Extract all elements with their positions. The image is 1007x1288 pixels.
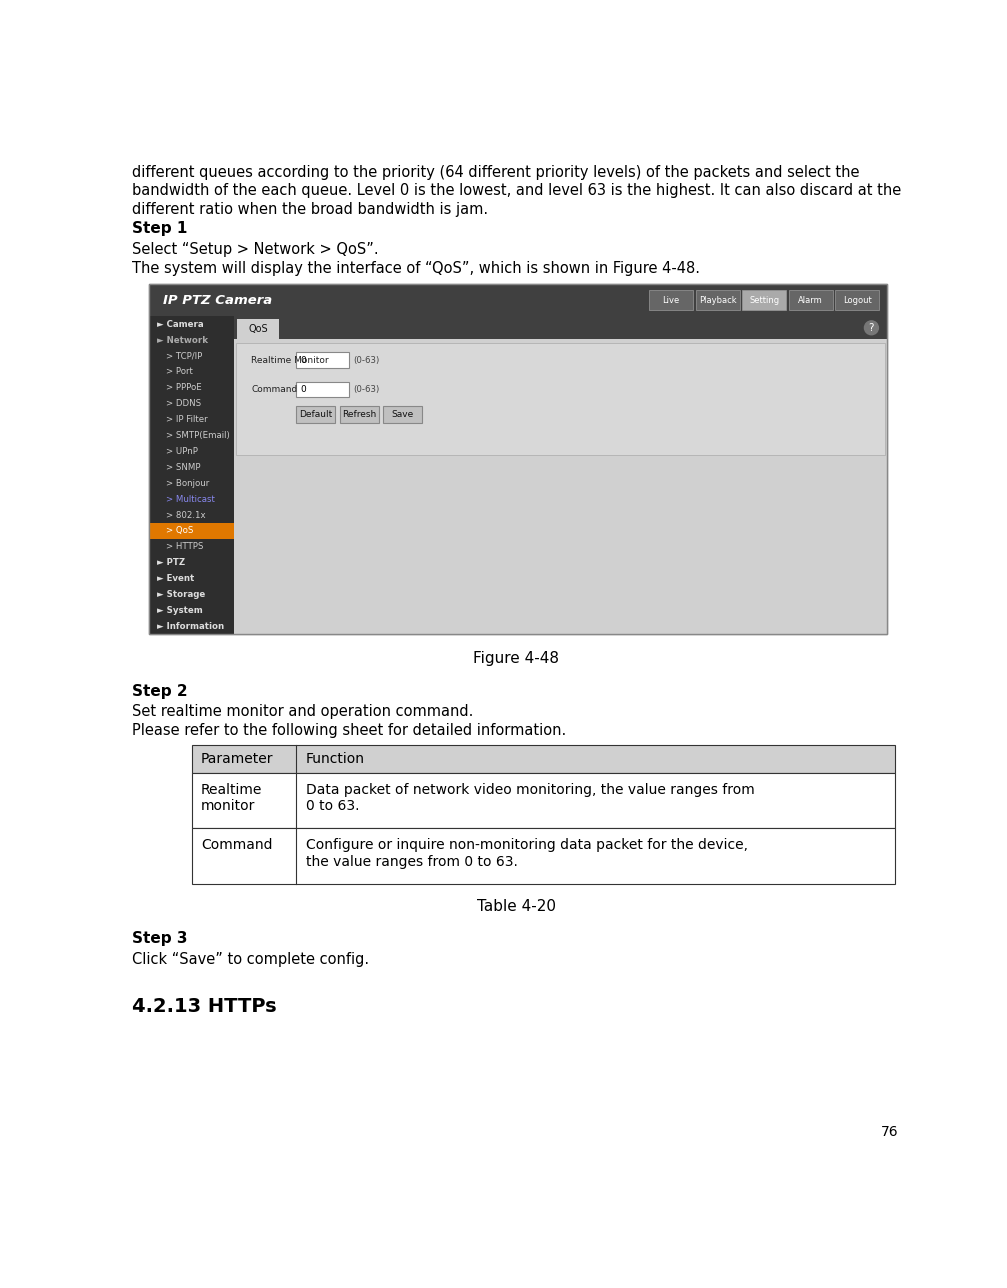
Text: 0: 0 — [300, 355, 306, 365]
Bar — [191, 828, 894, 884]
Text: ► Storage: ► Storage — [157, 590, 205, 599]
Text: Command: Command — [252, 385, 298, 394]
Text: 4.2.13 HTTPs: 4.2.13 HTTPs — [132, 997, 277, 1016]
Text: ► Camera: ► Camera — [157, 319, 203, 328]
Bar — [235, 317, 887, 339]
Bar — [835, 290, 879, 310]
Bar — [296, 381, 349, 397]
Text: Refresh: Refresh — [342, 411, 377, 420]
Bar — [384, 406, 422, 424]
Text: ► Information: ► Information — [157, 622, 224, 631]
Bar — [149, 317, 235, 634]
Text: > QoS: > QoS — [166, 527, 193, 536]
Bar — [191, 744, 894, 773]
Bar — [235, 317, 887, 634]
Text: > PPPoE: > PPPoE — [166, 384, 202, 393]
Bar — [296, 406, 335, 424]
Text: ► PTZ: ► PTZ — [157, 558, 185, 567]
Text: Please refer to the following sheet for detailed information.: Please refer to the following sheet for … — [132, 723, 566, 738]
Text: > Port: > Port — [166, 367, 193, 376]
Text: ► Network: ► Network — [157, 336, 208, 345]
Text: > HTTPS: > HTTPS — [166, 542, 203, 551]
Text: (0-63): (0-63) — [353, 355, 380, 365]
Text: Logout: Logout — [843, 295, 871, 304]
Bar — [339, 406, 379, 424]
Text: Table 4-20: Table 4-20 — [476, 899, 556, 914]
Text: > Bonjour: > Bonjour — [166, 479, 209, 488]
Text: different ratio when the broad bandwidth is jam.: different ratio when the broad bandwidth… — [132, 202, 488, 218]
Text: different queues according to the priority (64 different priority levels) of the: different queues according to the priori… — [132, 165, 860, 179]
Text: > SMTP(Email): > SMTP(Email) — [166, 431, 230, 440]
Text: IP PTZ Camera: IP PTZ Camera — [163, 294, 272, 307]
Bar — [649, 290, 693, 310]
Bar — [191, 773, 894, 828]
Text: Configure or inquire non-monitoring data packet for the device,
the value ranges: Configure or inquire non-monitoring data… — [306, 838, 747, 868]
Text: QoS: QoS — [248, 323, 268, 334]
Text: ?: ? — [869, 323, 874, 332]
Text: Parameter: Parameter — [201, 752, 274, 766]
Text: Alarm: Alarm — [799, 295, 823, 304]
Text: Step 1: Step 1 — [132, 222, 187, 236]
Text: > Multicast: > Multicast — [166, 495, 215, 504]
Bar — [788, 290, 833, 310]
Text: Data packet of network video monitoring, the value ranges from
0 to 63.: Data packet of network video monitoring,… — [306, 783, 754, 813]
Text: 0: 0 — [300, 385, 306, 394]
Text: Select “Setup > Network > QoS”.: Select “Setup > Network > QoS”. — [132, 242, 379, 256]
Text: Setting: Setting — [749, 295, 779, 304]
Text: Save: Save — [392, 411, 414, 420]
Text: The system will display the interface of “QoS”, which is shown in Figure 4-48.: The system will display the interface of… — [132, 260, 700, 276]
Text: ► System: ► System — [157, 605, 202, 614]
Circle shape — [864, 321, 878, 335]
Bar — [296, 353, 349, 368]
Text: Realtime
monitor: Realtime monitor — [201, 783, 263, 813]
Text: (0-63): (0-63) — [353, 385, 380, 394]
Text: bandwidth of the each queue. Level 0 is the lowest, and level 63 is the highest.: bandwidth of the each queue. Level 0 is … — [132, 183, 901, 198]
Text: Set realtime monitor and operation command.: Set realtime monitor and operation comma… — [132, 705, 473, 719]
Bar — [149, 283, 887, 634]
Bar — [742, 290, 786, 310]
Bar — [149, 523, 235, 538]
Text: 76: 76 — [881, 1124, 898, 1139]
Text: > DDNS: > DDNS — [166, 399, 201, 408]
Text: Playback: Playback — [699, 295, 736, 304]
Text: > UPnP: > UPnP — [166, 447, 198, 456]
Text: > IP Filter: > IP Filter — [166, 415, 207, 424]
Text: Figure 4-48: Figure 4-48 — [473, 652, 559, 666]
Text: Function: Function — [306, 752, 365, 766]
Bar — [149, 283, 887, 317]
Text: Live: Live — [663, 295, 680, 304]
Bar — [237, 318, 279, 339]
Bar — [236, 343, 885, 455]
Text: > 802.1x: > 802.1x — [166, 510, 205, 519]
Text: Realtime Monitor: Realtime Monitor — [252, 355, 329, 365]
Text: > SNMP: > SNMP — [166, 462, 200, 471]
Text: Step 3: Step 3 — [132, 931, 187, 947]
Text: Click “Save” to complete config.: Click “Save” to complete config. — [132, 952, 370, 967]
Bar — [149, 283, 887, 634]
Text: Step 2: Step 2 — [132, 684, 187, 698]
Text: Command: Command — [201, 838, 273, 853]
Bar — [696, 290, 740, 310]
Text: ► Event: ► Event — [157, 574, 194, 583]
Text: Default: Default — [299, 411, 332, 420]
Text: > TCP/IP: > TCP/IP — [166, 352, 202, 361]
